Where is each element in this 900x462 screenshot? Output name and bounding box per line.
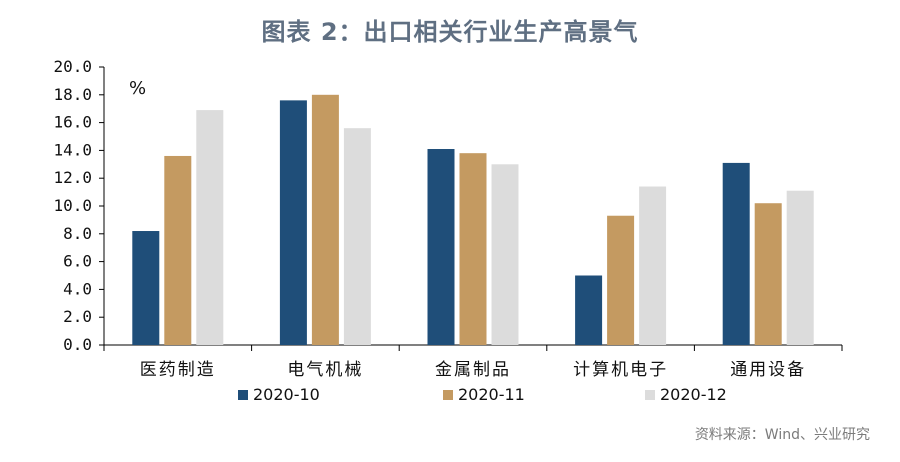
y-tick-label: 0.0 — [63, 335, 92, 354]
bar — [754, 203, 782, 345]
bars-group — [132, 94, 814, 345]
category-label: 金属制品 — [435, 360, 511, 380]
y-tick-label: 14.0 — [53, 140, 92, 159]
y-tick-label: 8.0 — [63, 224, 92, 243]
legend-swatch — [443, 390, 453, 400]
y-tick-label: 20.0 — [53, 57, 92, 76]
legend-label: 2020-11 — [458, 385, 525, 404]
legend-label: 2020-10 — [253, 385, 320, 404]
y-tick-label: 12.0 — [53, 168, 92, 187]
legend: 2020-10 2020-11 2020-12 — [238, 385, 727, 404]
category-label: 计算机电子 — [573, 360, 668, 380]
bar — [196, 110, 224, 345]
y-tick-label: 10.0 — [53, 196, 92, 215]
y-tick-label: 2.0 — [63, 307, 92, 326]
bar — [164, 155, 192, 345]
bar — [132, 231, 160, 345]
bar — [491, 164, 519, 345]
y-tick-label: 18.0 — [53, 85, 92, 104]
x-axis: 医药制造 电气机械 金属制品 计算机电子 通用设备 — [103, 344, 843, 380]
chart-title: 图表 2：出口相关行业生产高景气 — [261, 18, 639, 46]
bar — [427, 149, 455, 345]
legend-swatch — [238, 390, 248, 400]
legend-swatch — [645, 390, 655, 400]
bar — [343, 128, 371, 345]
category-label: 电气机械 — [287, 360, 363, 380]
source-note: 资料来源：Wind、兴业研究 — [694, 427, 870, 443]
bar — [722, 162, 750, 345]
y-axis: 0.0 2.0 4.0 6.0 8.0 10.0 12.0 14.0 16.0 18.0 20.0 — [53, 57, 105, 354]
y-tick-label: 16.0 — [53, 113, 92, 132]
bar — [575, 275, 603, 345]
legend-label: 2020-12 — [660, 385, 727, 404]
bar — [459, 153, 487, 345]
bar — [279, 100, 307, 345]
bar — [786, 190, 814, 345]
category-label: 通用设备 — [730, 360, 806, 380]
y-tick-label: 6.0 — [63, 252, 92, 271]
y-tick-label: 4.0 — [63, 279, 92, 298]
bar — [607, 215, 635, 345]
bar — [311, 94, 339, 345]
category-label: 医药制造 — [140, 360, 216, 380]
unit-label: % — [129, 78, 146, 99]
bar — [639, 186, 667, 345]
